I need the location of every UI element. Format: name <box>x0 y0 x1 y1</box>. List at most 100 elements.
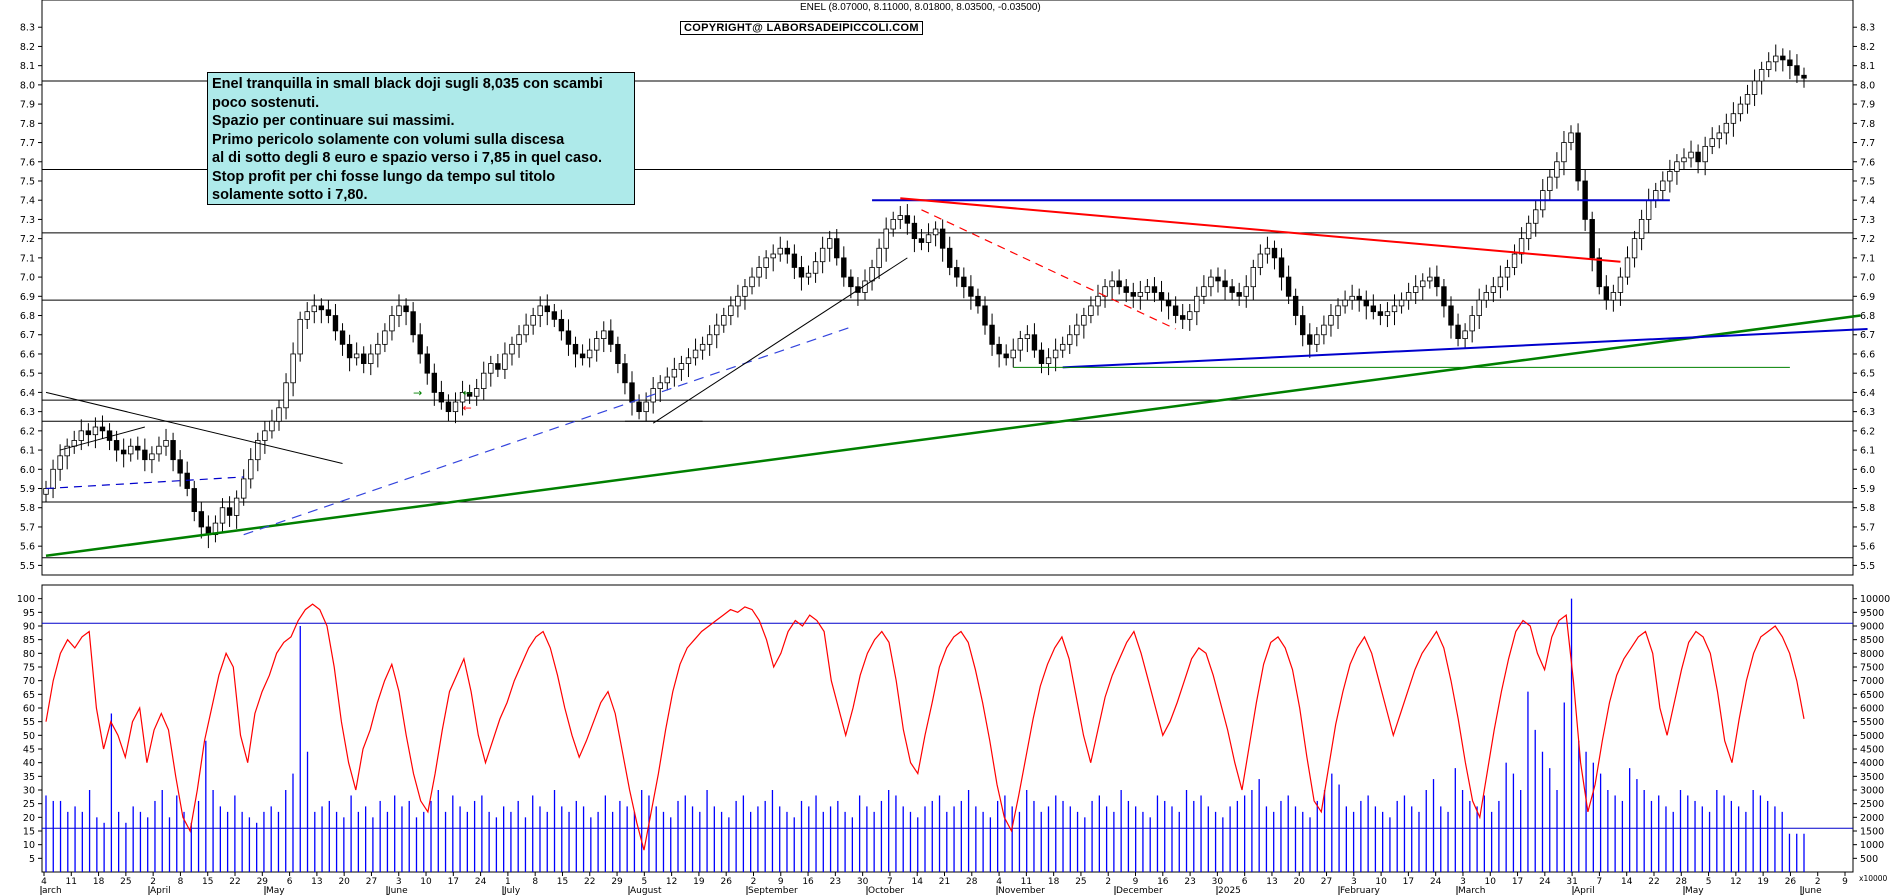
candle-body <box>572 343 579 355</box>
candle-body <box>643 401 649 413</box>
candle-body <box>1554 161 1560 178</box>
candle-body <box>1003 353 1009 359</box>
candle-body <box>770 253 776 259</box>
candle-body <box>1067 334 1073 345</box>
x-axis: 4 11 18 25 2 8 15 22 29 6 13 20 27 3 10 17 24 1 8 15 22 29 5 12… <box>40 872 1848 895</box>
candle-body <box>283 382 289 409</box>
candle-body <box>1610 292 1617 301</box>
candle-body <box>714 324 720 336</box>
y-tick-label: 95 <box>23 608 35 619</box>
candle-body <box>1201 286 1207 297</box>
candle-body <box>1314 334 1320 345</box>
candle-body <box>1660 180 1666 191</box>
annotation-line: Enel tranquilla in small black doji sugl… <box>212 76 603 92</box>
candle-body <box>1123 286 1129 293</box>
candle-body <box>1250 267 1257 288</box>
y-tick-label: 35 <box>23 772 35 783</box>
candle-body <box>1794 65 1800 76</box>
candle-body <box>1716 132 1722 140</box>
candle-body <box>1151 286 1158 293</box>
candle-body <box>869 267 875 282</box>
candle-body <box>466 392 473 397</box>
candle-body <box>318 305 325 311</box>
candle-body <box>593 338 600 351</box>
candle-body <box>904 215 911 224</box>
candle-body <box>1356 295 1362 301</box>
x-tick-label: 4 <box>996 877 1002 887</box>
candle-body <box>1074 324 1080 336</box>
candle-body <box>798 267 805 278</box>
y-tick-label: 6.2 <box>1860 426 1875 437</box>
candle-body <box>1504 267 1511 278</box>
y-tick-label: 1500 <box>1860 827 1884 838</box>
y-tick-label: 4500 <box>1860 745 1884 756</box>
y-tick-label: 6.8 <box>1860 311 1875 322</box>
candle-body <box>1137 292 1144 297</box>
y-tick-label: 2500 <box>1860 799 1884 810</box>
candle-body <box>1469 315 1475 332</box>
candle-body <box>1384 311 1391 316</box>
support-line <box>1062 327 1868 369</box>
candle-body <box>1292 295 1299 316</box>
month-label: April <box>1574 886 1595 895</box>
candle-body <box>996 343 1002 355</box>
candle-body <box>1116 280 1122 288</box>
candle-body <box>424 353 430 374</box>
candle-body <box>1462 330 1468 339</box>
candle-body <box>706 334 713 345</box>
x-tick-label: 30 <box>857 877 869 887</box>
candle-body <box>947 247 953 268</box>
candle-body <box>925 234 932 243</box>
candle-body <box>438 392 445 403</box>
y-tick-label: 5.9 <box>1860 484 1875 495</box>
candle-body <box>1653 190 1659 201</box>
x-tick-label: 11 <box>1021 877 1032 887</box>
candle-body <box>502 353 508 370</box>
x-tick-label: 5 <box>1706 877 1712 887</box>
candle-body <box>99 426 106 432</box>
candle-body <box>1187 311 1193 320</box>
candle-body <box>1208 276 1214 288</box>
x-tick-label: 11 <box>66 877 77 887</box>
y-tick-label: 5.6 <box>1860 542 1875 553</box>
candle-body <box>763 257 769 268</box>
candle-body <box>1603 286 1610 301</box>
y-tick-label: 6.0 <box>20 465 35 476</box>
candle-body <box>841 257 847 278</box>
y-tick-label: 7.9 <box>1860 100 1875 111</box>
candle-body <box>968 286 974 297</box>
y-tick-label: 7.9 <box>20 100 35 111</box>
oscillator-line <box>45 603 1805 851</box>
y-tick-label: 7.7 <box>1860 138 1875 149</box>
candle-body <box>1052 349 1059 359</box>
candle-body <box>156 445 162 455</box>
y-tick-label: 7.5 <box>20 176 35 187</box>
x-tick-label: 1 <box>505 877 511 887</box>
y-tick-label: 2000 <box>1860 813 1884 824</box>
candle-body <box>1511 253 1518 268</box>
candle-body <box>1533 209 1539 224</box>
candle-body <box>135 445 141 451</box>
month-label: arch <box>42 886 62 895</box>
month-label: February <box>1340 886 1381 895</box>
candle-body <box>304 311 310 320</box>
candle-body <box>1723 122 1730 134</box>
candle-body <box>1525 222 1532 240</box>
candle-body <box>777 247 783 255</box>
y-tick-label: 50 <box>23 731 35 742</box>
x-tick-label: 27 <box>366 877 377 887</box>
month-label: August <box>630 886 662 895</box>
candle-body <box>368 353 374 364</box>
candle-body <box>657 382 663 389</box>
y-tick-label: 7.1 <box>1860 253 1875 264</box>
x-tick-label: 2 <box>1815 877 1821 887</box>
annotation-box: Enel tranquilla in small black doji sugl… <box>207 72 635 205</box>
y-tick-label: 7.8 <box>1860 119 1875 130</box>
y-tick-label: 15 <box>23 827 35 838</box>
y-tick-label: 500 <box>1860 854 1878 865</box>
candle-body <box>826 238 833 249</box>
y-tick-label: 6.9 <box>1860 292 1875 303</box>
x-tick-label: 20 <box>338 877 350 887</box>
candle-body <box>417 334 423 355</box>
y-tick-label: 7.2 <box>20 234 35 245</box>
